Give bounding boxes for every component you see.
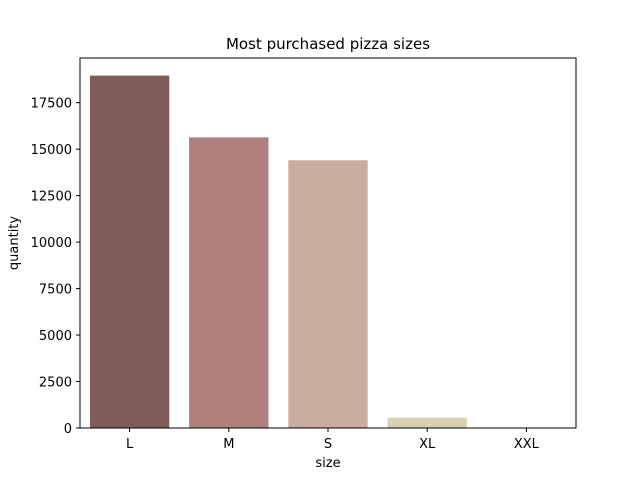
bar-m xyxy=(189,137,269,428)
plot-frame xyxy=(79,57,577,429)
y-tick-label: 12500 xyxy=(31,190,72,205)
y-tick-label: 7500 xyxy=(39,283,72,298)
y-tick-label: 15000 xyxy=(31,143,72,158)
x-tick-label: M xyxy=(223,437,234,452)
x-axis-label: size xyxy=(315,456,340,471)
x-tick-label: L xyxy=(126,437,134,452)
y-tick-label: 0 xyxy=(64,422,72,437)
x-tick-label: S xyxy=(324,437,332,452)
y-tick-label: 5000 xyxy=(39,329,72,344)
x-axis-ticks: L M S XL XXL xyxy=(126,428,540,452)
y-tick-label: 10000 xyxy=(31,236,72,251)
bar-xl xyxy=(387,417,467,428)
y-tick-label: 17500 xyxy=(31,97,72,112)
y-tick-label: 2500 xyxy=(39,376,72,391)
y-axis-label: quantity xyxy=(7,216,22,271)
chart-title: Most purchased pizza sizes xyxy=(226,35,430,53)
y-axis-ticks: 0 2500 5000 7500 10000 12500 15000 17500 xyxy=(31,97,80,437)
x-tick-label: XXL xyxy=(514,437,540,452)
bar-l xyxy=(89,75,170,428)
bar-s xyxy=(288,160,368,428)
x-tick-label: XL xyxy=(419,437,436,452)
